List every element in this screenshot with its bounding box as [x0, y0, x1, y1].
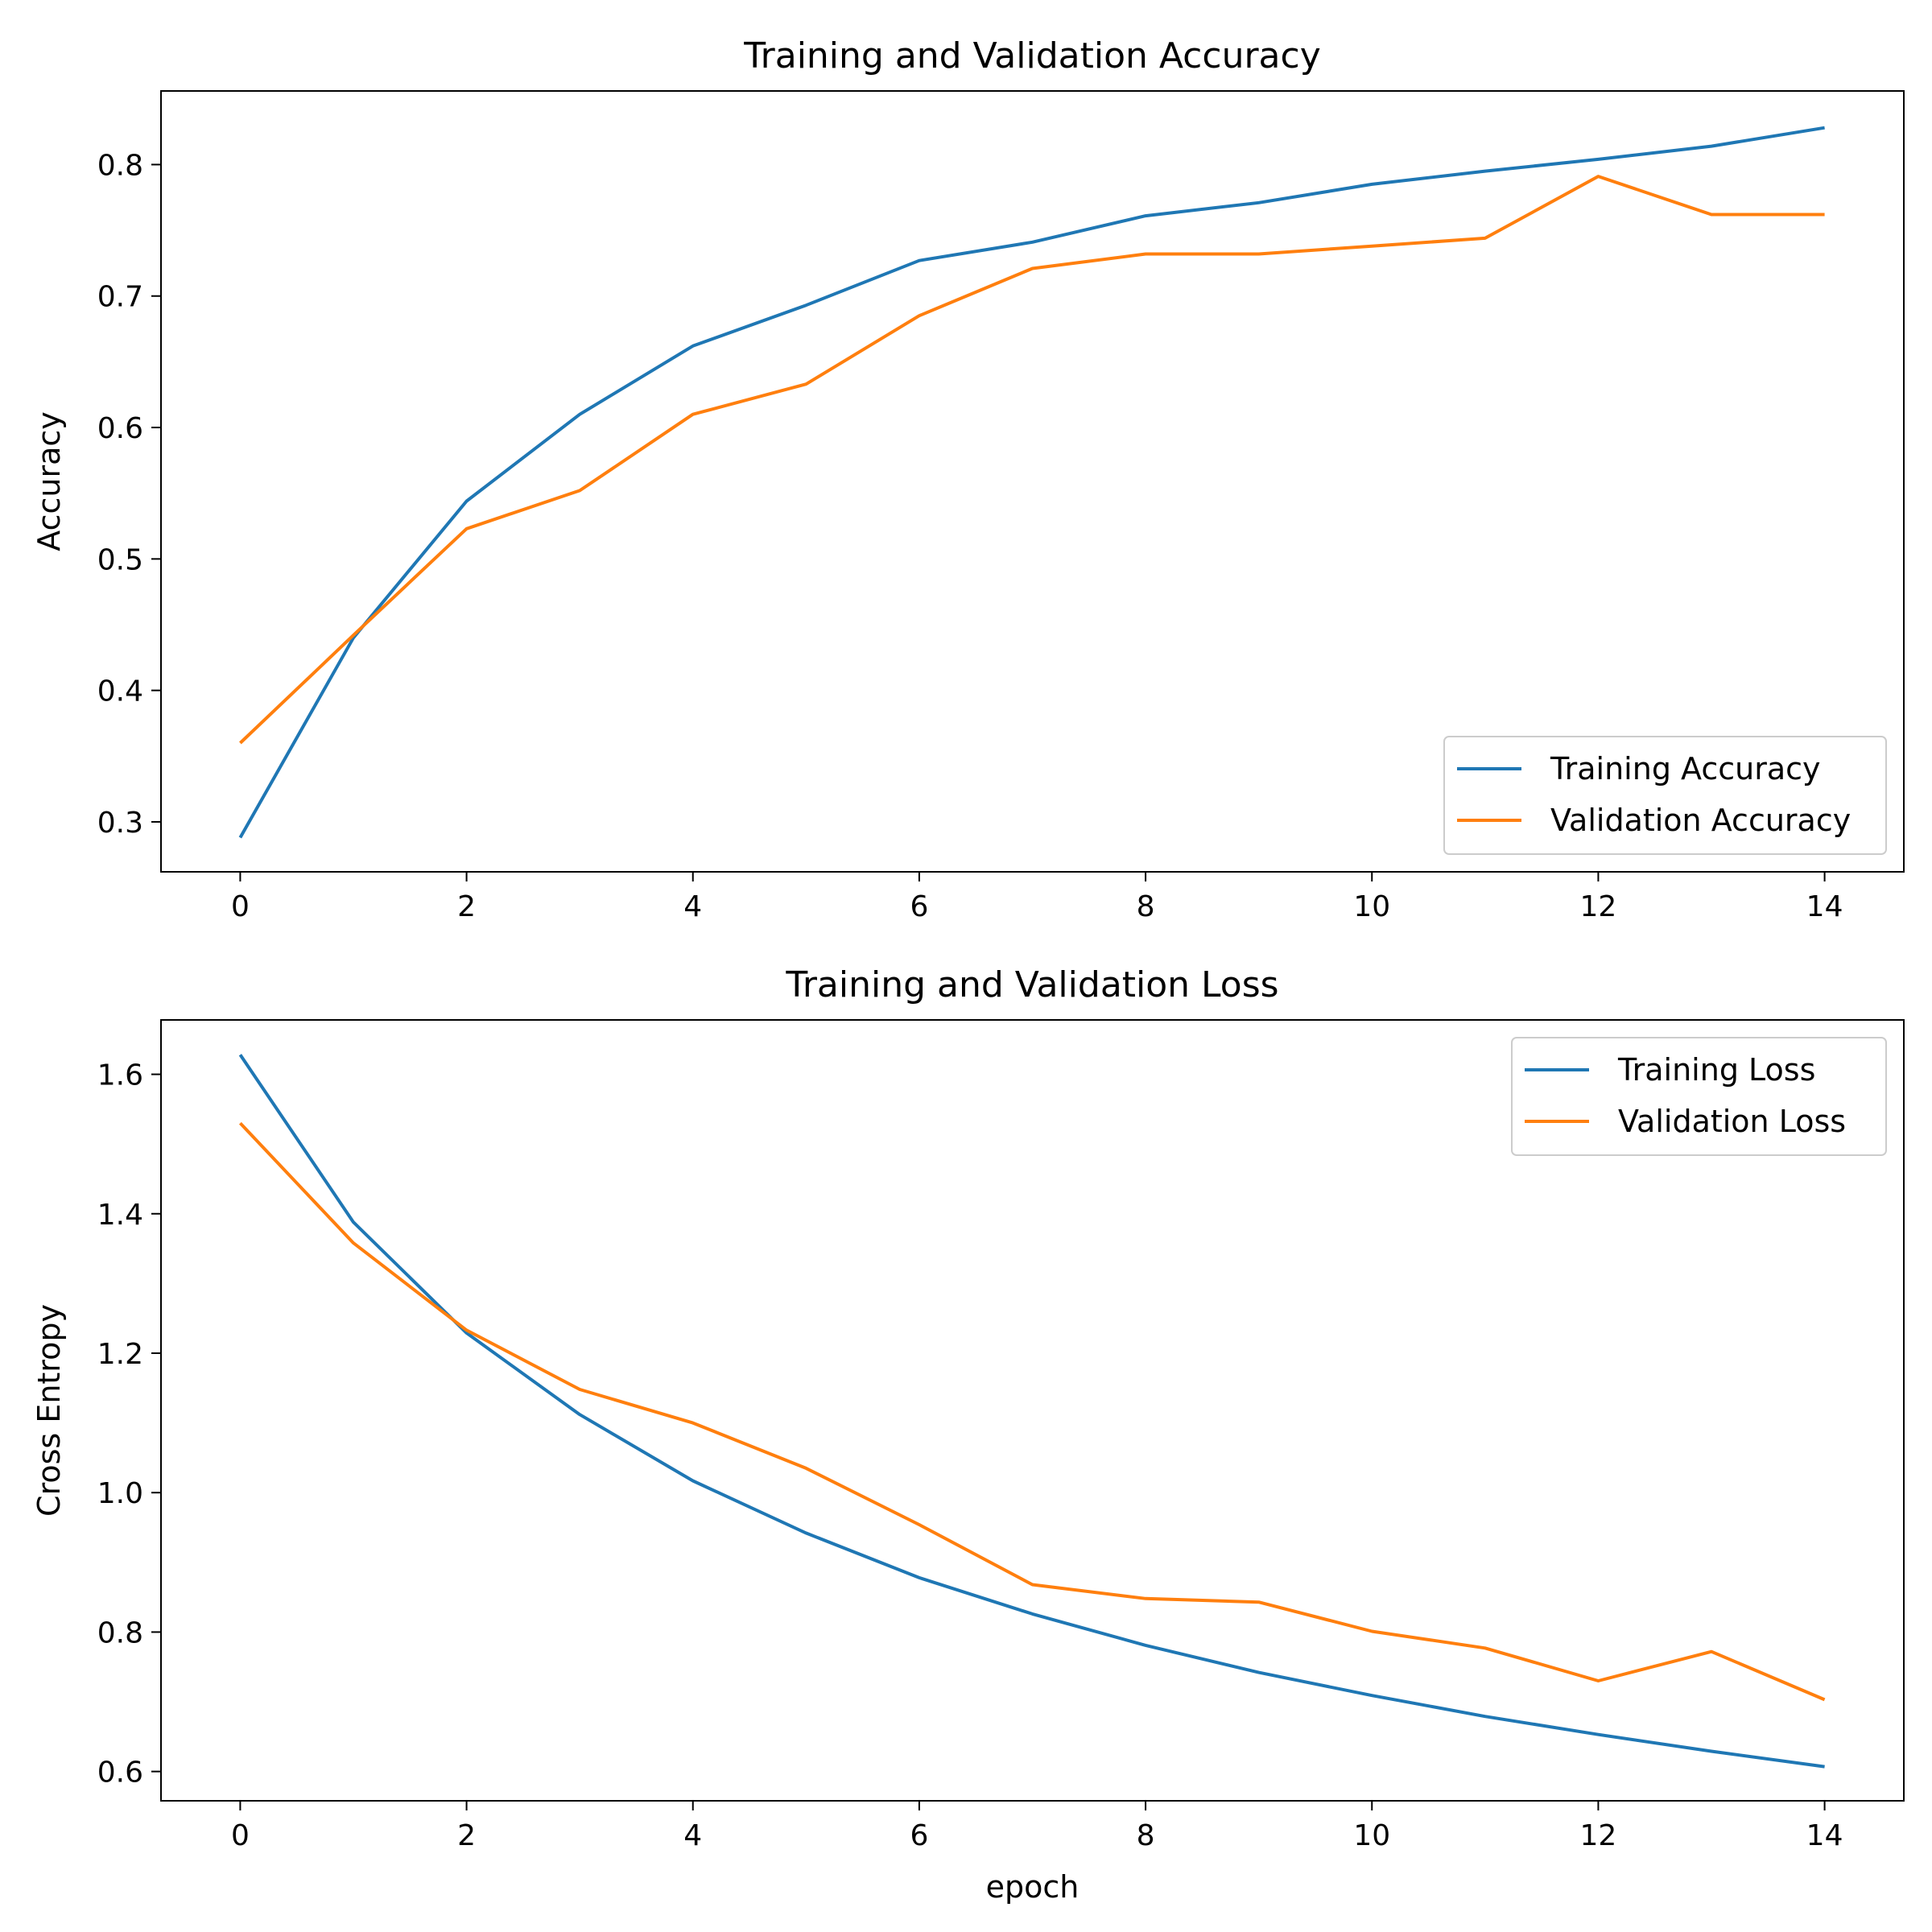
x-tick-label: 4	[683, 890, 702, 923]
x-tick-label: 14	[1806, 1819, 1843, 1852]
y-axis-label: Accuracy	[31, 411, 67, 551]
chart-panel-0: Training and Validation Accuracy Accuracy…	[31, 35, 1905, 923]
x-tick-label: 2	[457, 890, 476, 923]
legend: Training Loss Validation Loss	[1511, 1037, 1887, 1156]
legend-entry: Training Accuracy	[1550, 751, 1821, 786]
legend-entry: Validation Loss	[1618, 1104, 1846, 1139]
x-tick-label: 10	[1353, 890, 1390, 923]
y-tick-label: 0.6	[97, 1757, 143, 1790]
y-axis-label: Cross Entropy	[31, 1304, 67, 1517]
legend-entry: Validation Accuracy	[1550, 803, 1851, 838]
legend-entry: Training Loss	[1617, 1052, 1815, 1088]
y-tick-label: 0.8	[97, 1616, 143, 1649]
y-tick-label: 0.3	[97, 807, 143, 840]
y-tick-label: 0.5	[97, 543, 143, 576]
x-tick-label: 0	[231, 890, 250, 923]
x-tick-label: 12	[1580, 890, 1617, 923]
y-tick-label: 1.2	[97, 1338, 143, 1371]
legend-box	[1443, 736, 1887, 855]
x-tick-label: 8	[1137, 1819, 1155, 1852]
y-tick-label: 1.0	[97, 1477, 143, 1510]
chart-panel-1: Training and Validation Loss Cross Entrop…	[31, 964, 1905, 1905]
legend: Training Accuracy Validation Accuracy	[1443, 736, 1887, 855]
x-tick-label: 2	[457, 1819, 476, 1852]
x-tick-label: 12	[1580, 1819, 1617, 1852]
legend-box	[1511, 1037, 1887, 1156]
x-tick-label: 4	[683, 1819, 702, 1852]
plot-frame	[160, 90, 1905, 873]
y-tick-label: 0.7	[97, 281, 143, 314]
x-tick-label: 6	[910, 1819, 928, 1852]
x-tick-label: 8	[1137, 890, 1155, 923]
series-line-0	[238, 1054, 1825, 1769]
x-tick-label: 14	[1806, 890, 1843, 923]
y-tick-label: 0.6	[97, 412, 143, 445]
chart-title: Training and Validation Loss	[785, 964, 1278, 1005]
x-tick-label: 0	[231, 1819, 250, 1852]
x-tick-label: 10	[1353, 1819, 1390, 1852]
plot-frame	[160, 1019, 1905, 1802]
y-tick-label: 1.6	[97, 1059, 143, 1092]
y-tick-label: 0.8	[97, 149, 143, 182]
series-line-1	[239, 175, 1825, 745]
series-line-0	[238, 126, 1825, 839]
series-line-1	[238, 1121, 1826, 1702]
y-tick-label: 0.4	[97, 675, 143, 708]
chart-title: Training and Validation Accuracy	[743, 35, 1321, 76]
y-tick-label: 1.4	[97, 1199, 143, 1232]
x-axis-label: epoch	[986, 1869, 1080, 1905]
x-tick-label: 6	[910, 890, 928, 923]
